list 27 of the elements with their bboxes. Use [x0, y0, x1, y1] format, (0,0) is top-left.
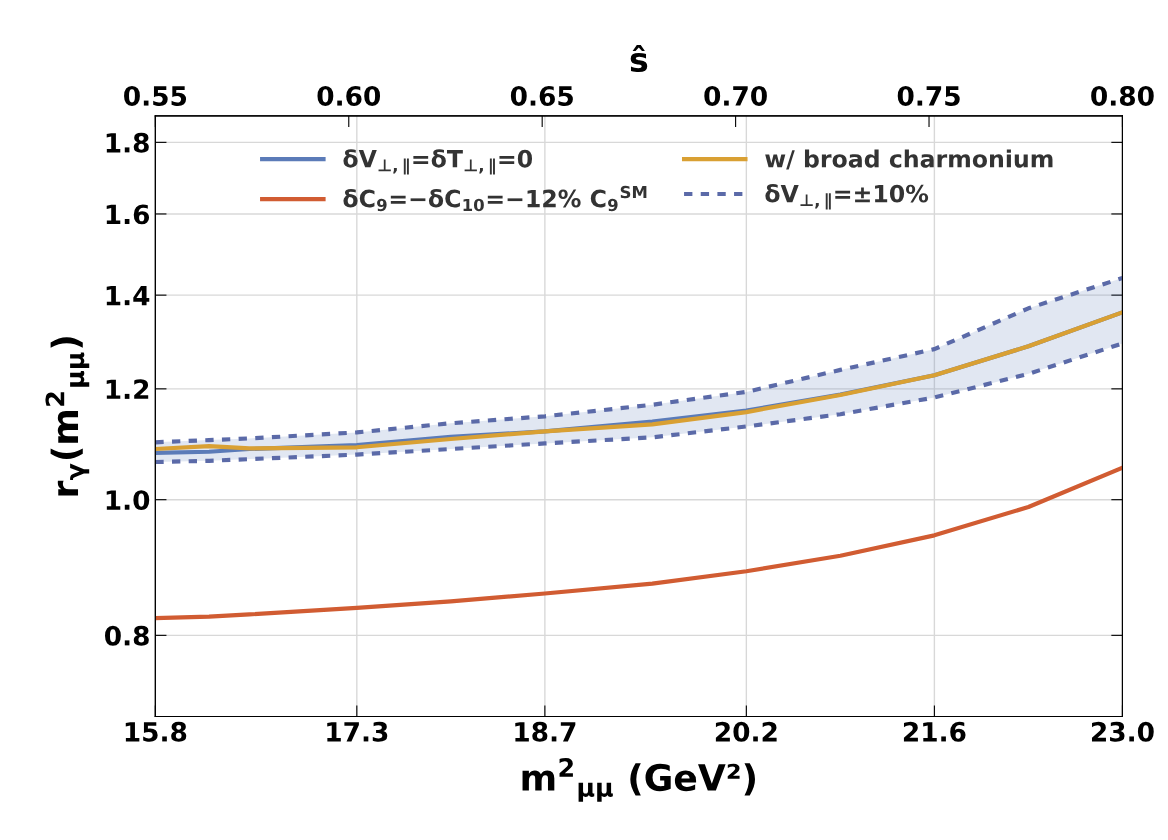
- x-tick-label: 20.2: [715, 721, 777, 742]
- y-tick-label: 1.0: [106, 490, 150, 511]
- y-tick-label: 1.8: [106, 132, 149, 153]
- y-tick-label: 1.6: [106, 204, 150, 225]
- line-series: [155, 465, 1123, 621]
- line-series: [155, 341, 1123, 465]
- x2-tick-label: 0.80: [1091, 85, 1154, 106]
- x2-tick-label: 0.75: [897, 85, 960, 106]
- x-tick-label: 18.7: [515, 721, 576, 742]
- x-tick-label: 21.6: [903, 721, 966, 742]
- y-axis-title: r$_{γ}$(m$^{2}$$_{μμ}$): [45, 337, 90, 496]
- legend-label: δV$_{⊥,∥}$=±10%: [765, 184, 929, 210]
- legend-label: δC$_{9}$=−δC$_{10}$=−12% C$_{9}$$^{SM}$: [343, 185, 647, 212]
- y-tick-label: 1.2: [106, 379, 149, 399]
- y-tick-label: 0.8: [105, 625, 149, 646]
- x2-tick-label: 0.70: [704, 85, 767, 106]
- x2-tick-label: 0.55: [124, 85, 187, 106]
- x2-tick-label: 0.65: [510, 85, 573, 106]
- legend-label: w/ broad charmonium: [765, 149, 1053, 170]
- x-tick-label: 23.0: [1091, 721, 1154, 742]
- y-tick-label: 1.4: [106, 285, 150, 306]
- x2-axis-title: ŝ: [630, 44, 648, 73]
- x-tick-label: 15.8: [125, 721, 187, 742]
- legend-label: δV$_{⊥,∥}$=δT$_{⊥,∥}$=0: [343, 149, 533, 175]
- x2-tick-label: 0.60: [317, 85, 381, 106]
- x-axis-title: m$^{2}$$_{μμ}$ (GeV²): [522, 758, 755, 802]
- x-tick-label: 17.3: [327, 721, 388, 742]
